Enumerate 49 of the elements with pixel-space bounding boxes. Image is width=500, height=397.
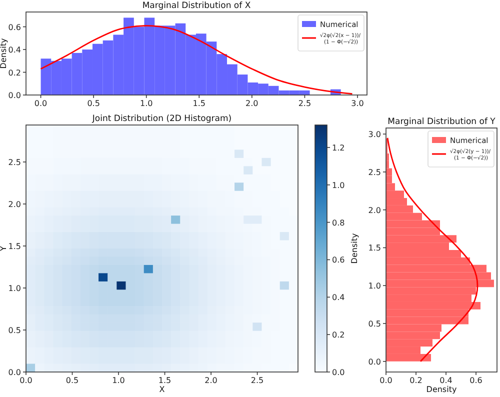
x-tick-label: 1.5: [192, 99, 206, 108]
y-tick-label: 1.5: [8, 242, 21, 251]
chart-title: Joint Distribution (2D Histogram): [91, 114, 232, 124]
x-tick-label: 0.5: [66, 376, 79, 385]
x-tick-label: 0.0: [34, 99, 48, 108]
chart-title: Marginal Distribution of Y: [388, 117, 496, 127]
y-tick-label: 2.0: [8, 200, 21, 209]
y-tick-label: 0.4: [8, 46, 21, 55]
color-bar-label: 1.0: [332, 180, 345, 190]
y-tick-label: 0.0: [8, 91, 21, 100]
x-tick-label: 2.0: [246, 99, 258, 108]
color-bar-label: 0.8: [332, 218, 345, 228]
y-tick-label: 0.5: [8, 326, 21, 335]
x-tick-label: 0.0: [380, 376, 392, 385]
color-bar-label: 0.4: [332, 293, 345, 302]
y-tick-label: 0.0: [368, 357, 381, 366]
x-tick-label: 2.0: [204, 376, 218, 385]
x-tick-label: 0.4: [440, 376, 452, 385]
y-tick-label: 0.0: [8, 368, 21, 377]
y-tick-label: 0.2: [8, 68, 21, 78]
y-tick-label: 1.0: [8, 284, 21, 293]
y-tick-label: 0.6: [8, 22, 21, 32]
y-tick-label: 3.0: [368, 130, 381, 140]
x-tick-label: 0.5: [87, 99, 100, 108]
x-tick-label: 2.5: [298, 99, 312, 108]
x-tick-label: 3.0: [351, 99, 364, 108]
color-bar-label: 0.6: [332, 256, 345, 265]
y-tick-label: 2.0: [368, 206, 381, 215]
y-axis-title: Density: [0, 38, 8, 69]
color-bar-title: Density: [350, 233, 359, 264]
color-bar-label: 0.2: [332, 330, 345, 340]
x-axis-title: X: [159, 385, 166, 394]
chart-title: Marginal Distribution of X: [142, 1, 251, 11]
x-tick-label: 0.2: [410, 376, 422, 385]
x-tick-label: 1.0: [140, 99, 153, 108]
x-axis-title: Density: [426, 385, 457, 394]
x-tick-label: 1.0: [112, 376, 125, 385]
x-tick-label: 2.5: [250, 376, 264, 385]
y-axis-title: Y: [0, 246, 8, 252]
y-tick-label: 1.5: [368, 244, 381, 253]
x-tick-label: 1.5: [158, 376, 172, 385]
y-tick-label: 2.5: [368, 168, 381, 177]
y-tick-label: 1.0: [368, 282, 381, 291]
y-tick-label: 0.5: [368, 320, 381, 329]
color-bar-label: 1.2: [332, 143, 345, 152]
x-tick-label: 0.6: [470, 376, 482, 385]
color-bar-label: 0.0: [332, 368, 345, 377]
y-tick-label: 2.5: [8, 158, 21, 167]
x-tick-label: 0.0: [20, 376, 32, 385]
